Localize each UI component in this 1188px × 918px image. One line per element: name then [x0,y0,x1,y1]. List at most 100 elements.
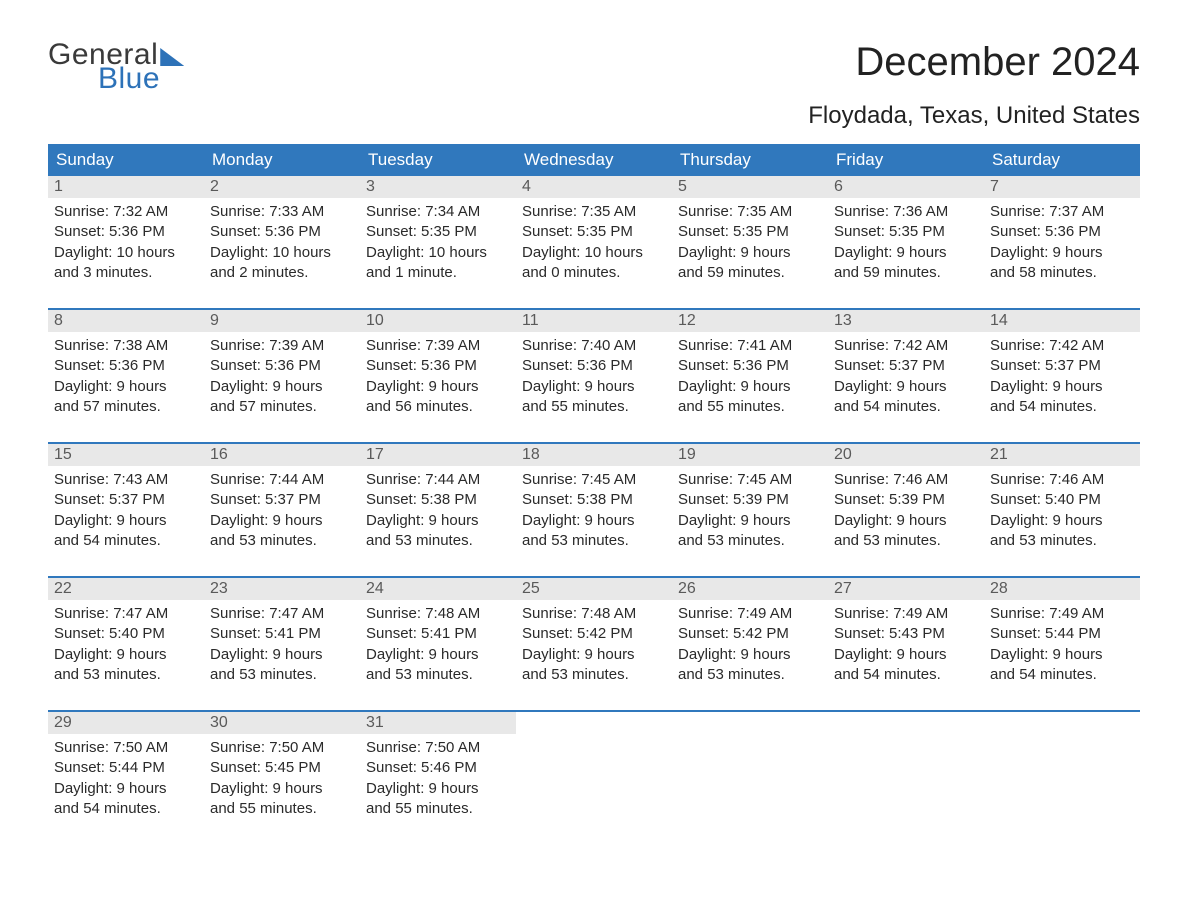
day-body-cell: Sunrise: 7:49 AMSunset: 5:44 PMDaylight:… [984,600,1140,693]
sunrise-text: Sunrise: 7:41 AM [678,336,822,356]
day-body-cell: Sunrise: 7:47 AMSunset: 5:40 PMDaylight:… [48,600,204,693]
daylight-line1: Daylight: 9 hours [990,243,1134,263]
day-body-cell: Sunrise: 7:44 AMSunset: 5:38 PMDaylight:… [360,466,516,559]
weekday-header-cell: Monday [204,144,360,176]
sunset-text: Sunset: 5:42 PM [522,624,666,644]
day-body-cell: Sunrise: 7:42 AMSunset: 5:37 PMDaylight:… [828,332,984,425]
weekday-header-cell: Thursday [672,144,828,176]
day-number-cell [516,711,672,734]
sunset-text: Sunset: 5:38 PM [366,490,510,510]
day-number-cell [828,711,984,734]
daylight-line2: and 55 minutes. [210,799,354,819]
daylight-line1: Daylight: 9 hours [834,511,978,531]
sunrise-text: Sunrise: 7:50 AM [54,738,198,758]
sunset-text: Sunset: 5:41 PM [210,624,354,644]
sunrise-text: Sunrise: 7:46 AM [834,470,978,490]
day-body-row: Sunrise: 7:32 AMSunset: 5:36 PMDaylight:… [48,198,1140,291]
day-number-cell: 11 [516,309,672,332]
daylight-line2: and 53 minutes. [990,531,1134,551]
daylight-line1: Daylight: 9 hours [54,511,198,531]
sunset-text: Sunset: 5:41 PM [366,624,510,644]
daylight-line1: Daylight: 10 hours [522,243,666,263]
daylight-line2: and 54 minutes. [990,397,1134,417]
sunrise-text: Sunrise: 7:48 AM [522,604,666,624]
weekday-header-cell: Tuesday [360,144,516,176]
daylight-line2: and 54 minutes. [54,531,198,551]
day-number-cell: 8 [48,309,204,332]
sunset-text: Sunset: 5:43 PM [834,624,978,644]
sunset-text: Sunset: 5:36 PM [210,222,354,242]
sunset-text: Sunset: 5:42 PM [678,624,822,644]
page-header: General Blue December 2024 [48,40,1140,94]
sunrise-text: Sunrise: 7:42 AM [834,336,978,356]
day-number-row: 891011121314 [48,309,1140,332]
sunrise-text: Sunrise: 7:47 AM [210,604,354,624]
week-spacer [48,559,1140,577]
sunrise-text: Sunrise: 7:42 AM [990,336,1134,356]
daylight-line1: Daylight: 9 hours [210,377,354,397]
sunset-text: Sunset: 5:36 PM [678,356,822,376]
day-number-cell: 25 [516,577,672,600]
daylight-line1: Daylight: 9 hours [366,645,510,665]
day-body-cell: Sunrise: 7:48 AMSunset: 5:41 PMDaylight:… [360,600,516,693]
sunrise-text: Sunrise: 7:35 AM [678,202,822,222]
day-number-cell: 27 [828,577,984,600]
daylight-line1: Daylight: 9 hours [522,377,666,397]
sunrise-text: Sunrise: 7:47 AM [54,604,198,624]
day-body-cell: Sunrise: 7:49 AMSunset: 5:42 PMDaylight:… [672,600,828,693]
day-number-cell: 18 [516,443,672,466]
title-block: December 2024 [855,40,1140,85]
daylight-line1: Daylight: 9 hours [366,511,510,531]
day-body-cell: Sunrise: 7:39 AMSunset: 5:36 PMDaylight:… [360,332,516,425]
logo: General Blue [48,40,184,94]
logo-flag-icon [160,48,184,66]
location-label: Floydada, Texas, United States [48,102,1140,130]
daylight-line1: Daylight: 9 hours [834,645,978,665]
day-body-cell [828,734,984,827]
daylight-line1: Daylight: 9 hours [834,377,978,397]
sunrise-text: Sunrise: 7:32 AM [54,202,198,222]
daylight-line1: Daylight: 9 hours [678,511,822,531]
day-number-cell: 3 [360,176,516,198]
daylight-line2: and 53 minutes. [678,531,822,551]
daylight-line1: Daylight: 9 hours [210,645,354,665]
sunrise-text: Sunrise: 7:38 AM [54,336,198,356]
day-number-cell: 12 [672,309,828,332]
day-number-cell: 2 [204,176,360,198]
day-number-cell [672,711,828,734]
daylight-line2: and 54 minutes. [834,397,978,417]
daylight-line2: and 53 minutes. [522,531,666,551]
day-number-cell: 29 [48,711,204,734]
day-body-cell: Sunrise: 7:34 AMSunset: 5:35 PMDaylight:… [360,198,516,291]
daylight-line2: and 59 minutes. [834,263,978,283]
sunset-text: Sunset: 5:36 PM [54,356,198,376]
daylight-line2: and 59 minutes. [678,263,822,283]
day-number-row: 293031 [48,711,1140,734]
sunset-text: Sunset: 5:45 PM [210,758,354,778]
sunset-text: Sunset: 5:35 PM [366,222,510,242]
day-body-row: Sunrise: 7:50 AMSunset: 5:44 PMDaylight:… [48,734,1140,827]
day-number-row: 22232425262728 [48,577,1140,600]
day-body-cell: Sunrise: 7:46 AMSunset: 5:39 PMDaylight:… [828,466,984,559]
daylight-line1: Daylight: 9 hours [54,779,198,799]
daylight-line2: and 58 minutes. [990,263,1134,283]
day-body-row: Sunrise: 7:43 AMSunset: 5:37 PMDaylight:… [48,466,1140,559]
daylight-line2: and 3 minutes. [54,263,198,283]
sunrise-text: Sunrise: 7:49 AM [834,604,978,624]
weekday-header-cell: Sunday [48,144,204,176]
daylight-line1: Daylight: 9 hours [210,511,354,531]
daylight-line2: and 54 minutes. [990,665,1134,685]
daylight-line1: Daylight: 9 hours [678,243,822,263]
daylight-line2: and 2 minutes. [210,263,354,283]
sunset-text: Sunset: 5:39 PM [678,490,822,510]
day-number-cell: 9 [204,309,360,332]
sunrise-text: Sunrise: 7:45 AM [678,470,822,490]
weekday-header-cell: Wednesday [516,144,672,176]
daylight-line1: Daylight: 10 hours [210,243,354,263]
daylight-line2: and 55 minutes. [678,397,822,417]
sunset-text: Sunset: 5:36 PM [522,356,666,376]
sunrise-text: Sunrise: 7:49 AM [678,604,822,624]
daylight-line2: and 57 minutes. [210,397,354,417]
day-number-cell [984,711,1140,734]
sunrise-text: Sunrise: 7:50 AM [210,738,354,758]
